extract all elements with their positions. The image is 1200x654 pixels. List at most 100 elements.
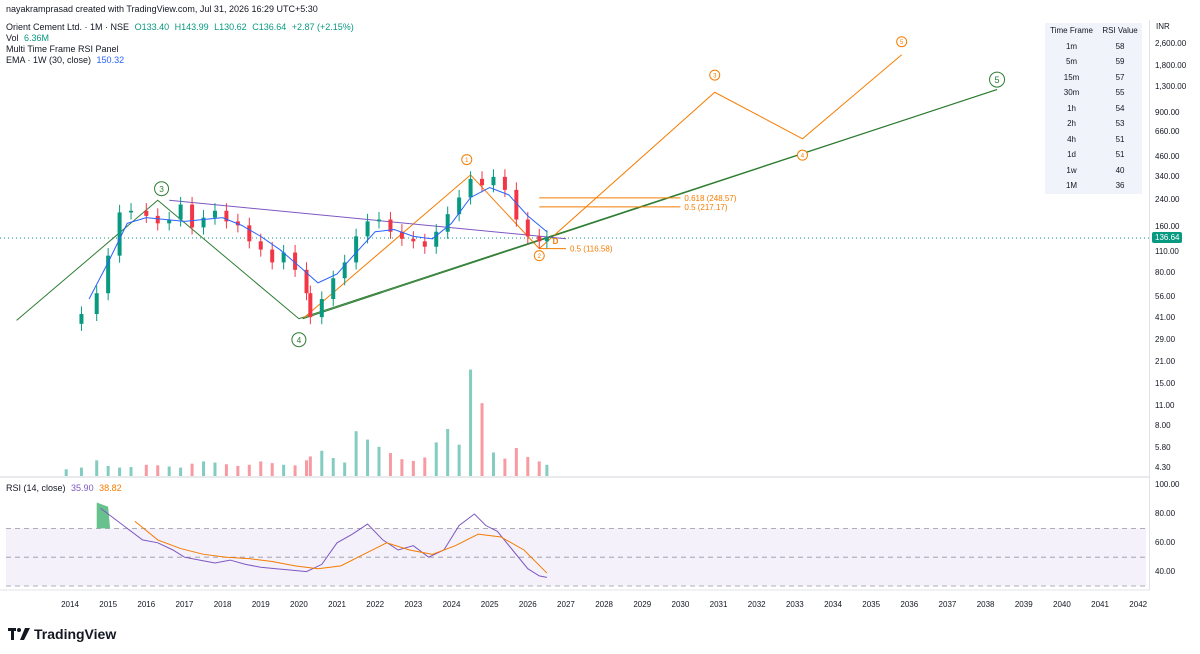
volume-bar [331,458,335,476]
volume-bar [167,466,171,476]
y-tick-label: 29.00 [1155,335,1176,344]
primary-wave-4-label-circle [291,332,307,348]
candle-body [411,238,416,242]
x-tick-label: 2039 [1014,600,1033,609]
x-tick-label: 2032 [747,600,766,609]
rsi-value-cell: 51 [1115,150,1125,160]
rsi-table-row: 4h 51 [1045,132,1142,148]
candle-body [537,236,542,242]
primary-wave-5-label-circle [989,71,1006,88]
candle-body [117,212,122,256]
price-axis[interactable]: INR [1149,20,1200,590]
primary-wave-3-label: 3 [159,184,164,194]
primary-wave-5-label: 5 [995,75,1000,85]
y-tick-label: 160.00 [1155,222,1180,231]
rsi-value-cell: 40 [1115,165,1125,175]
fib-level-label: 0.618 (248.57) [684,194,736,203]
x-tick-label: 2029 [633,600,652,609]
volume-bar [179,467,183,476]
rsi-table-row: 2h 53 [1045,116,1142,132]
volume-bar [514,448,518,476]
rsi-value-cell: 51 [1115,134,1125,144]
symbol-name[interactable]: Orient Cement Ltd. · 1M · NSE [6,22,130,32]
rsi-legend[interactable]: RSI (14, close) 35.90 38.82 [6,483,125,494]
x-tick-label: 2017 [175,600,194,609]
volume-bar [377,446,381,476]
candle-body [304,269,309,294]
x-tick-label: 2041 [1091,600,1109,609]
x-tick-label: 2021 [328,600,346,609]
x-tick-label: 2018 [213,600,232,609]
volume-bar [95,460,99,476]
x-tick-label: 2014 [61,600,79,609]
x-tick-label: 2028 [595,600,613,609]
timeframe-cell: 5m [1065,57,1078,67]
rsi-table-row: 1h 54 [1045,101,1142,117]
x-tick-label: 2015 [99,600,118,609]
y-tick-label: 56.00 [1155,292,1176,301]
volume-bar [343,462,347,476]
candle-body [308,293,313,318]
y-tick-label: 1,300.00 [1155,82,1187,91]
price-chart[interactable]: 0.618 (248.57)0.5 (217.17) 0.5 (116.58) 3… [0,0,1150,600]
x-tick-label: 2019 [251,600,270,609]
rsi-value-cell: 53 [1115,119,1125,129]
rsi-table-row: 1m 58 [1045,39,1142,55]
low-value: L130.62 [214,22,247,32]
x-tick-label: 2036 [900,600,919,609]
volume-value: 6.36M [24,33,50,43]
candle-body [422,241,427,247]
candle-body [502,176,507,190]
volume-bar [354,431,358,476]
y-tick-label: 80.00 [1155,268,1176,277]
volume-bar [526,456,530,476]
volume-bar [388,453,392,476]
y-tick-label: 4.30 [1155,463,1171,472]
y-tick-label: 21.00 [1155,357,1176,366]
timeframe-cell: 2h [1067,119,1076,129]
rsi-panel-legend[interactable]: Multi Time Frame RSI Panel [6,44,122,55]
volume-bar [305,460,309,476]
candle-body [544,237,549,242]
volume-bar [491,452,495,476]
x-tick-label: 2035 [862,600,881,609]
volume-bar [446,428,450,476]
volume-legend[interactable]: Vol 6.36M [6,33,52,44]
wave-labels: 3 4 5 1 2 3 4 5 D [154,36,1006,348]
candle-body [247,225,252,242]
volume-bar [423,457,427,476]
x-tick-label: 2042 [1129,600,1148,609]
y-tick-label: 340.00 [1155,172,1180,181]
candle-body [468,178,473,198]
volume-bar [411,460,415,476]
minor-wave-4-label-circle [796,149,808,161]
x-tick-label: 2034 [824,600,842,609]
volume-bar [202,461,206,476]
timeframe-cell: 1w [1066,165,1077,175]
candle-body [144,210,149,216]
volume-bar [236,465,240,476]
minor-wave-5-label-circle [896,36,908,48]
primary-wave-line [16,89,998,321]
rsi-table-row: 15m 57 [1045,70,1142,86]
volume-bar [457,444,461,476]
volume-bar [213,462,217,476]
candle-body [399,231,404,239]
candle-body [212,210,217,218]
ema-legend[interactable]: EMA · 1W (30, close) 150.32 [6,55,127,66]
volume-bar [270,463,274,476]
candle-body [365,221,370,237]
x-tick-label: 2022 [366,600,385,609]
y-tick-label: 15.00 [1155,379,1176,388]
tradingview-logo[interactable]: TradingView [8,626,116,642]
rsi-table-header: Time Frame RSI Value [1045,23,1142,39]
x-tick-label: 2033 [785,600,804,609]
candle-body [270,249,275,263]
y-tick-label: 460.00 [1155,152,1180,161]
symbol-legend[interactable]: Orient Cement Ltd. · 1M · NSE O133.40 H1… [6,22,357,33]
change-value: +2.87 (+2.15%) [291,22,354,32]
x-tick-label: 2027 [557,600,575,609]
rsi-table-row: 5m 59 [1045,54,1142,70]
candle-body [354,236,359,263]
rsi-line [100,507,547,578]
